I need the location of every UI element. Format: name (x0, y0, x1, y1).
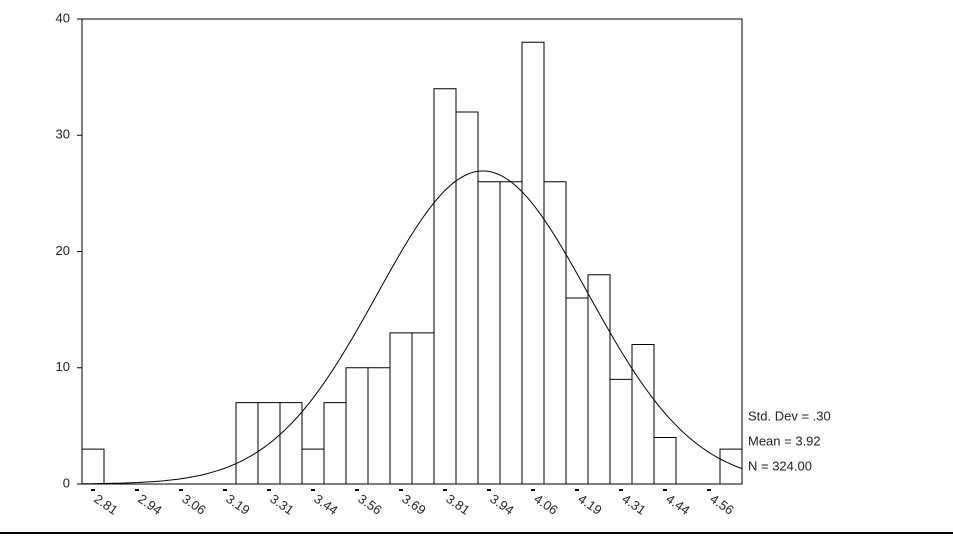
x-tick-label: 4.31 (619, 491, 648, 518)
stats-annotation: Mean = 3.92 (748, 433, 821, 448)
bar (587, 274, 611, 485)
bar (609, 378, 633, 485)
bar (521, 41, 545, 485)
bar (477, 181, 501, 485)
bar (81, 448, 105, 485)
bar (719, 448, 743, 485)
y-tick-label: 40 (56, 10, 70, 25)
x-tick-label: 2.81 (91, 491, 120, 518)
y-tick-label: 10 (56, 359, 70, 374)
bar (323, 402, 347, 485)
bar (543, 181, 567, 485)
bar (565, 297, 589, 485)
x-tick-label: 4.19 (575, 491, 604, 518)
bar (455, 111, 479, 485)
bar (301, 448, 325, 485)
x-tick-label: 3.19 (223, 491, 252, 518)
normal-curve (81, 170, 743, 485)
bar (367, 367, 391, 485)
y-tick-label: 30 (56, 127, 70, 142)
bar (345, 367, 369, 485)
x-tick-label: 3.31 (267, 491, 296, 518)
x-tick-label: 3.81 (443, 491, 472, 518)
y-tick-label: 20 (56, 243, 70, 258)
bar (411, 332, 435, 485)
bar (499, 181, 523, 485)
bar (433, 88, 457, 485)
x-tick-label: 3.94 (487, 491, 516, 518)
bar (653, 437, 677, 485)
stats-annotation: Std. Dev = .30 (748, 408, 831, 423)
x-tick-label: 3.44 (311, 491, 340, 518)
x-tick-label: 4.06 (531, 491, 560, 518)
x-tick-label: 3.06 (179, 491, 208, 518)
x-tick-label: 3.56 (355, 491, 384, 518)
x-tick-label: 4.44 (663, 491, 692, 518)
stats-annotation: N = 324.00 (748, 458, 812, 473)
x-tick-label: 3.69 (399, 491, 428, 518)
y-tick-label: 0 (63, 475, 70, 490)
plot-frame (81, 18, 743, 485)
bar (235, 402, 259, 485)
x-tick-label: 4.56 (707, 491, 736, 518)
bar (389, 332, 413, 485)
bar (631, 344, 655, 485)
x-tick-label: 2.94 (135, 491, 164, 518)
